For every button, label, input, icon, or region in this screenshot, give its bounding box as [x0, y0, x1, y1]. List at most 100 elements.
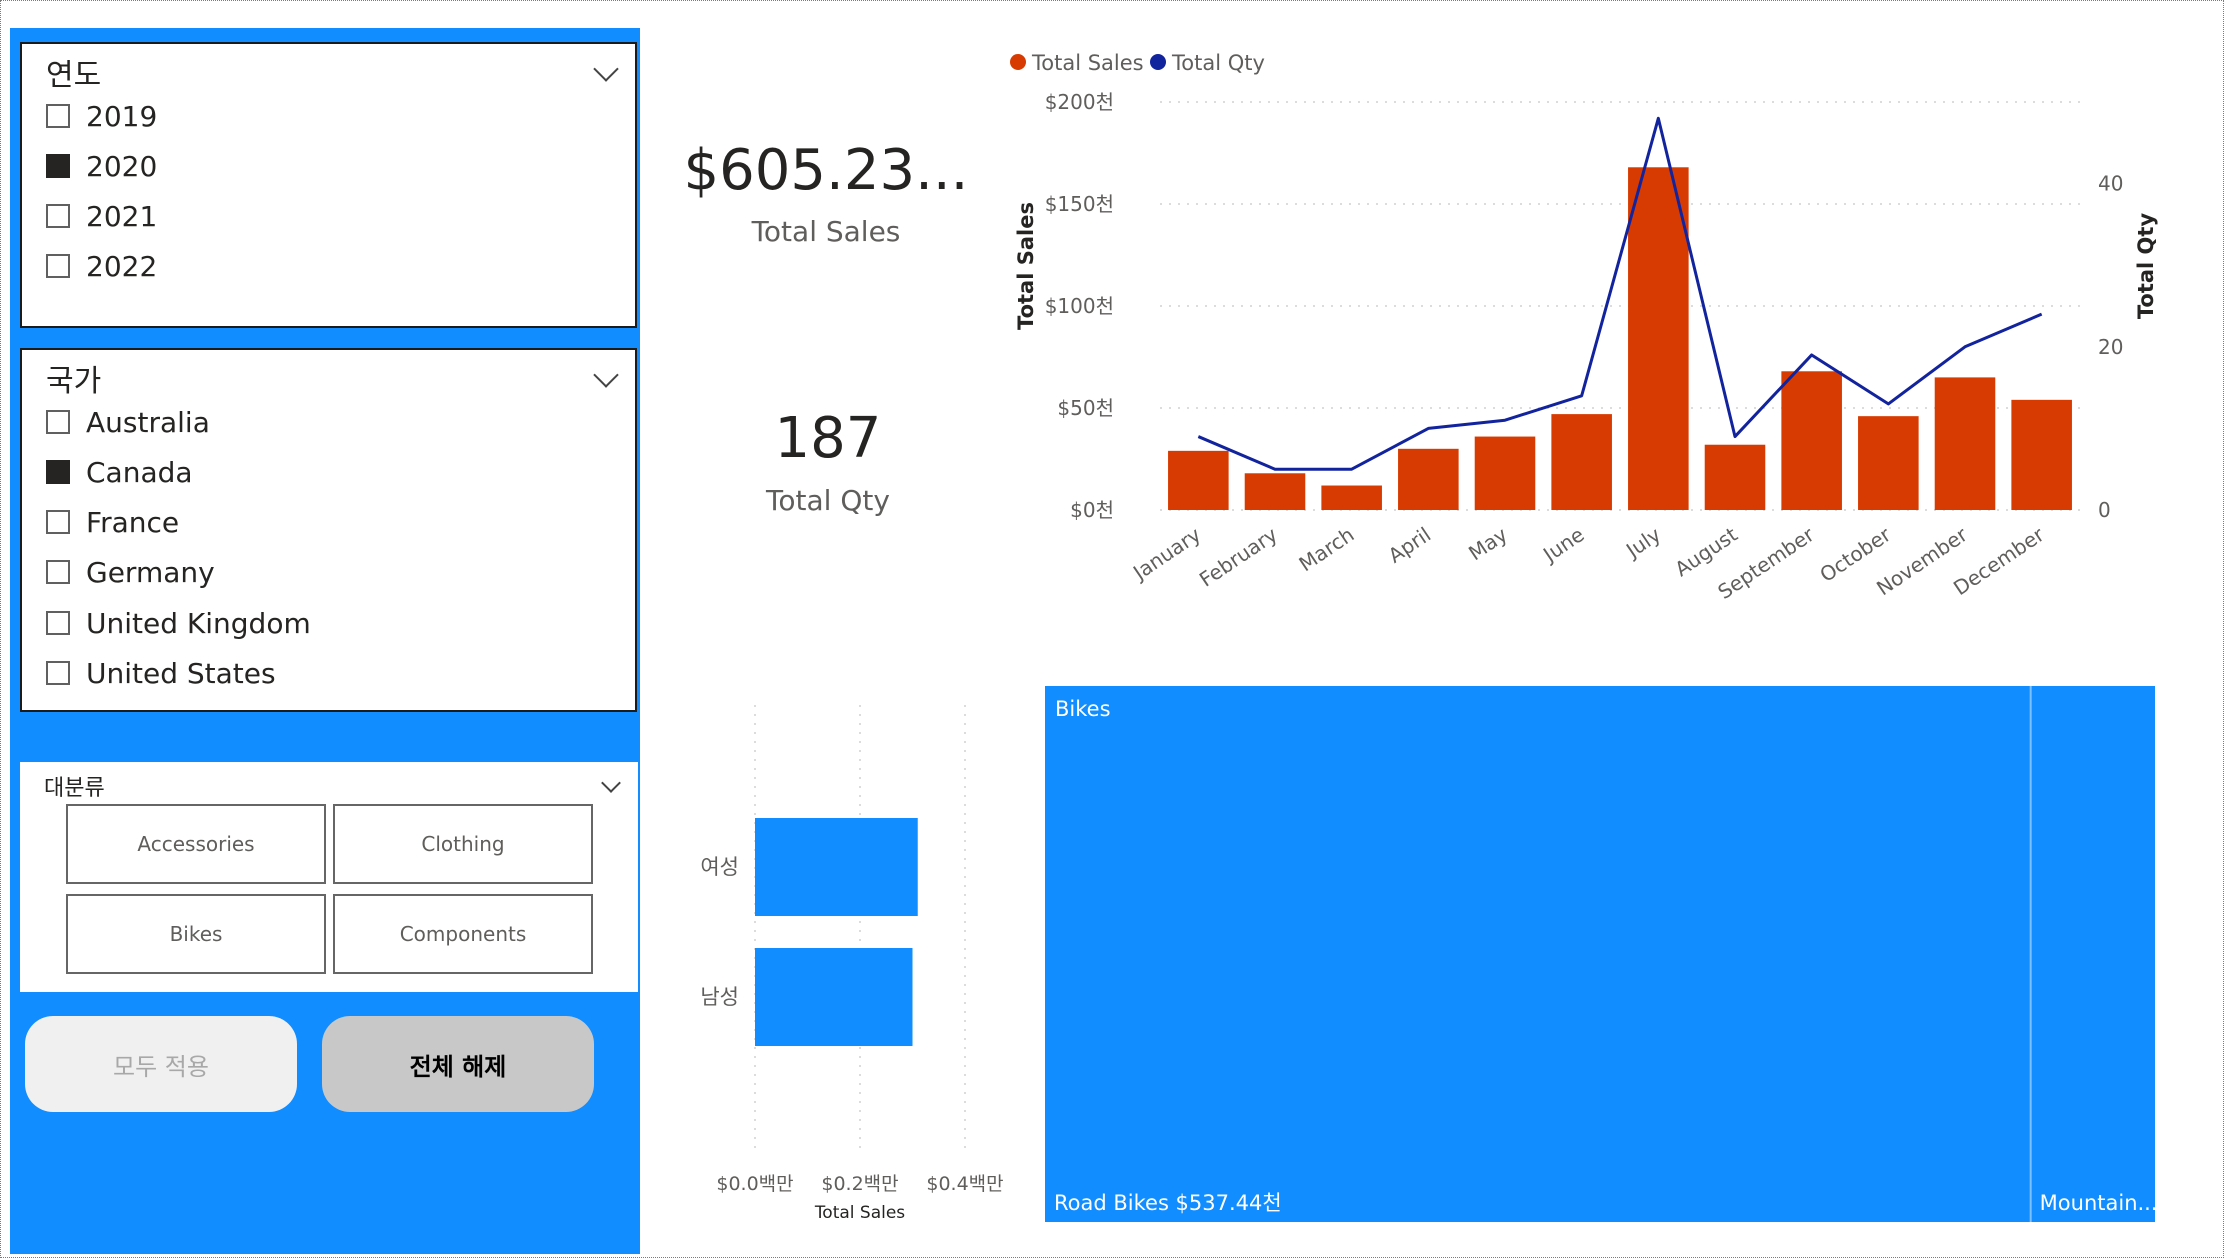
- y-tick-label: $150천: [1045, 192, 1114, 216]
- country-option[interactable]: Australia: [46, 402, 210, 442]
- country-slicer-title: 국가: [46, 364, 102, 399]
- x-tick-label: $0.2백만: [821, 1173, 898, 1195]
- country-option[interactable]: Germany: [46, 552, 215, 592]
- treemap-tile: [2030, 686, 2155, 1222]
- sales-bar: [1934, 377, 1996, 510]
- category-tile-accessories[interactable]: Accessories: [66, 804, 326, 884]
- gender-sales-bar: [755, 948, 913, 1046]
- sales-bar: [1398, 448, 1459, 510]
- x-axis-title: Total Sales: [814, 1203, 905, 1223]
- category-slicer: 대분류 Accessories Clothing Bikes Component…: [20, 762, 638, 992]
- year-option[interactable]: 2020: [46, 146, 157, 186]
- country-option-label: Australia: [86, 405, 210, 439]
- country-option[interactable]: Canada: [46, 452, 193, 492]
- checkbox-icon[interactable]: [46, 254, 70, 278]
- checkbox-icon[interactable]: [46, 560, 70, 584]
- category-tile-components[interactable]: Components: [333, 894, 593, 974]
- year-option[interactable]: 2019: [46, 96, 157, 136]
- x-tick-label: January: [1127, 522, 1205, 586]
- monthly-sales-qty-chart: Total Sales Total Qty $0천 $50천 $100천 $150천 $20…: [1010, 51, 2158, 604]
- year-option-label: 2019: [86, 99, 158, 133]
- treemap-group-label: Bikes: [1055, 697, 1111, 721]
- y-axis-title: Total Sales: [1014, 202, 1038, 330]
- category-slicer-title: 대분류: [44, 776, 105, 801]
- chevron-down-icon[interactable]: [593, 362, 619, 388]
- year-slicer: 연도 2019 2020 2021 2022: [20, 42, 637, 328]
- legend-marker-icon: [1150, 54, 1166, 70]
- checkbox-icon[interactable]: [46, 510, 70, 534]
- x-tick-label: $0.4백만: [926, 1173, 1003, 1195]
- sales-bar: [1244, 473, 1306, 510]
- gender-sales-bar: [755, 818, 918, 916]
- treemap-tile: [1045, 686, 2031, 1222]
- chevron-down-icon[interactable]: [601, 773, 621, 793]
- category-label: 남성: [700, 985, 739, 1009]
- category-tile-clothing[interactable]: Clothing: [333, 804, 593, 884]
- sales-bar: [1858, 416, 1919, 510]
- y-tick-label: $50천: [1057, 396, 1114, 420]
- category-tile-bikes[interactable]: Bikes: [66, 894, 326, 974]
- y2-tick-label: 20: [2098, 335, 2123, 359]
- x-tick-label: July: [1620, 522, 1665, 563]
- checkbox-icon[interactable]: [46, 611, 70, 635]
- treemap-tile-label: Mountain...: [2040, 1191, 2157, 1215]
- sales-bar: [2011, 399, 2072, 510]
- country-option-label: France: [86, 505, 180, 539]
- x-tick-label: March: [1294, 522, 1358, 576]
- x-tick-label: $0.0백만: [716, 1173, 793, 1195]
- legend-label: Total Sales: [1031, 51, 1144, 75]
- country-option-label: United States: [86, 656, 276, 690]
- y2-tick-label: 40: [2098, 172, 2123, 196]
- year-option-label: 2020: [86, 149, 158, 183]
- sales-bar: [1704, 444, 1766, 510]
- checkbox-icon[interactable]: [46, 410, 70, 434]
- year-option[interactable]: 2022: [46, 246, 157, 286]
- y-tick-label: $200천: [1045, 90, 1114, 114]
- sales-bar: [1781, 371, 1842, 510]
- x-tick-label: May: [1464, 522, 1512, 565]
- apply-all-button[interactable]: 모두 적용: [25, 1016, 297, 1112]
- total-qty-label: Total Qty: [766, 484, 890, 517]
- x-tick-label: June: [1537, 522, 1588, 567]
- sales-bar: [1628, 167, 1689, 510]
- year-option-label: 2021: [86, 199, 158, 233]
- checkbox-checked-icon[interactable]: [46, 460, 70, 484]
- year-option-label: 2022: [86, 249, 158, 283]
- year-slicer-title: 연도: [46, 58, 102, 93]
- treemap-tile-label: Road Bikes $537.44천: [1054, 1191, 1282, 1215]
- checkbox-icon[interactable]: [46, 104, 70, 128]
- chevron-down-icon[interactable]: [593, 56, 619, 82]
- year-option[interactable]: 2021: [46, 196, 157, 236]
- country-option[interactable]: United Kingdom: [46, 603, 311, 643]
- country-option[interactable]: United States: [46, 653, 276, 693]
- sales-bar: [1474, 436, 1536, 510]
- total-qty-value: 187: [774, 406, 882, 471]
- legend-label: Total Qty: [1171, 51, 1265, 75]
- filter-panel: 연도 2019 2020 2021 2022 국가 Australia Cana…: [10, 28, 640, 1254]
- total-sales-value: $605.23...: [683, 138, 969, 203]
- checkbox-icon[interactable]: [46, 661, 70, 685]
- x-tick-label: April: [1384, 522, 1435, 567]
- country-option-label: Canada: [86, 455, 193, 489]
- country-option-label: United Kingdom: [86, 606, 311, 640]
- y2-tick-label: 0: [2098, 498, 2111, 522]
- country-slicer: 국가 Australia Canada France Germany Unite…: [20, 348, 637, 712]
- checkbox-checked-icon[interactable]: [46, 154, 70, 178]
- checkbox-icon[interactable]: [46, 204, 70, 228]
- x-tick-label: February: [1195, 522, 1282, 592]
- y2-axis-title: Total Qty: [2134, 213, 2158, 320]
- total-sales-label: Total Sales: [751, 215, 901, 248]
- sales-bar: [1168, 450, 1229, 510]
- legend-marker-icon: [1010, 54, 1026, 70]
- y-tick-label: $0천: [1070, 498, 1114, 522]
- qty-line: [1197, 116, 2043, 471]
- country-option[interactable]: France: [46, 502, 179, 542]
- y-tick-label: $100천: [1045, 294, 1114, 318]
- country-option-label: Germany: [86, 555, 215, 589]
- clear-all-button[interactable]: 전체 해제: [322, 1016, 594, 1112]
- sales-bar: [1321, 485, 1382, 510]
- sales-bar: [1551, 414, 1612, 510]
- category-label: 여성: [700, 855, 739, 879]
